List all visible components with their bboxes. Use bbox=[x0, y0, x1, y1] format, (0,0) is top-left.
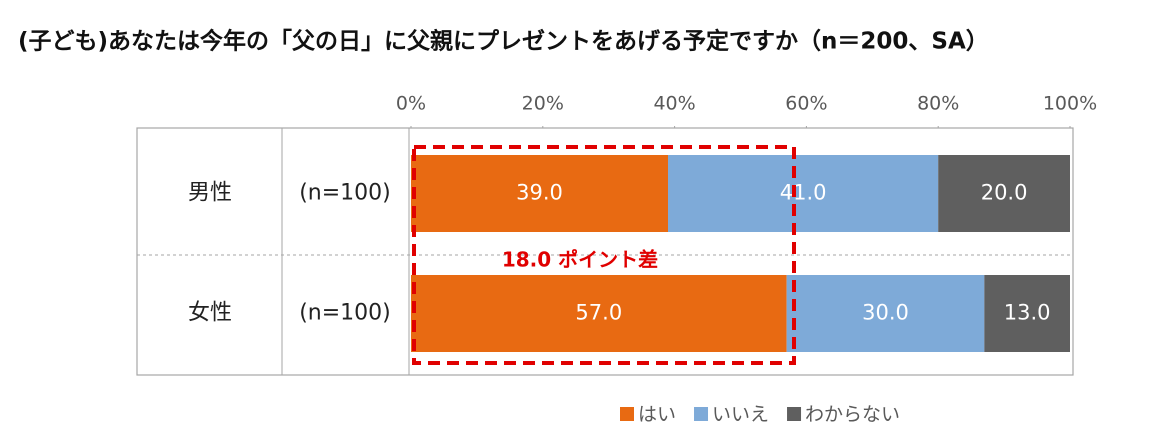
legend-swatch bbox=[620, 407, 634, 421]
bar-segment bbox=[411, 155, 669, 232]
value-label: 20.0 bbox=[981, 181, 1028, 205]
bar-segment bbox=[786, 275, 985, 352]
chart-title: (子ども)あなたは今年の「父の日」に父親にプレゼントをあげる予定ですか（n＝20… bbox=[18, 28, 989, 55]
bar-segment bbox=[938, 155, 1070, 232]
value-label: 41.0 bbox=[780, 181, 827, 205]
category-label: 女性 bbox=[188, 301, 232, 326]
x-tick-label: 0% bbox=[396, 93, 426, 115]
plot: 39.0 41.0 20.0 57.0 30.0 13.0 bbox=[411, 155, 1070, 352]
highlight-box bbox=[412, 145, 796, 365]
x-tick-label: 40% bbox=[653, 93, 695, 115]
category-label: 男性 bbox=[188, 181, 232, 206]
legend-swatch bbox=[787, 407, 802, 421]
legend-swatch bbox=[694, 407, 709, 421]
x-tick-label: 20% bbox=[522, 93, 564, 115]
table-frame bbox=[136, 127, 1074, 376]
legend-label: いいえ bbox=[712, 404, 769, 426]
annotation: 18.0 ポイント差 bbox=[502, 248, 658, 272]
bar-segment bbox=[984, 275, 1070, 352]
value-label: 39.0 bbox=[516, 181, 563, 205]
sample-size: (n=100) bbox=[299, 181, 391, 206]
bar-segment bbox=[411, 275, 787, 352]
bar-segment bbox=[668, 155, 939, 232]
value-label: 30.0 bbox=[862, 301, 909, 325]
legend-label: はい bbox=[638, 404, 676, 426]
legend-label: わからない bbox=[805, 404, 900, 426]
x-tick-label: 60% bbox=[785, 93, 827, 115]
x-tick-label: 80% bbox=[917, 93, 959, 115]
value-label: 13.0 bbox=[1004, 301, 1051, 325]
value-label: 57.0 bbox=[575, 301, 622, 325]
sample-size: (n=100) bbox=[299, 301, 391, 326]
x-tick-label: 100% bbox=[1043, 93, 1097, 115]
